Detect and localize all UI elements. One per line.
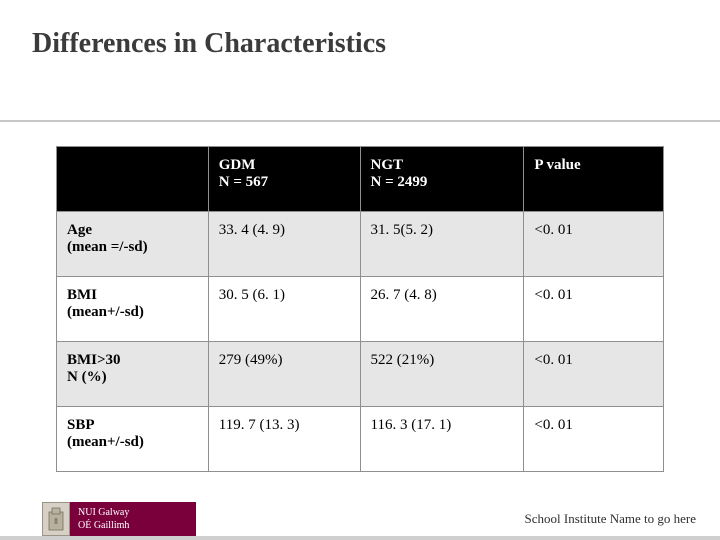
- footer-institute-text: School Institute Name to go here: [525, 511, 697, 527]
- header-ngt: NGT N = 2499: [360, 147, 524, 212]
- cell-gdm: 279 (49%): [208, 342, 360, 407]
- page-title: Differences in Characteristics: [32, 28, 386, 60]
- table-header-row: GDM N = 567 NGT N = 2499 P value: [57, 147, 664, 212]
- logo-line1: NUI Galway: [78, 506, 196, 519]
- header-gdm: GDM N = 567: [208, 147, 360, 212]
- cell-p: <0. 01: [524, 407, 664, 472]
- cell-ngt: 116. 3 (17. 1): [360, 407, 524, 472]
- characteristics-table: GDM N = 567 NGT N = 2499 P value Age: [56, 146, 664, 472]
- cell-gdm: 30. 5 (6. 1): [208, 277, 360, 342]
- header-ngt-l1: NGT: [371, 157, 404, 173]
- cell-gdm: 119. 7 (13. 3): [208, 407, 360, 472]
- row-label: SBP (mean+/-sd): [57, 407, 209, 472]
- logo-crest-icon: [42, 502, 70, 536]
- header-p-l1: P value: [534, 157, 580, 173]
- cell-ngt: 522 (21%): [360, 342, 524, 407]
- header-blank: [57, 147, 209, 212]
- title-rule: [0, 120, 720, 122]
- row-label: Age (mean =/-sd): [57, 212, 209, 277]
- header-gdm-l2: N = 567: [219, 174, 268, 190]
- logo-text: NUI Galway OÉ Gaillimh: [70, 502, 196, 536]
- table-row: Age (mean =/-sd) 33. 4 (4. 9) 31. 5(5. 2…: [57, 212, 664, 277]
- cell-p: <0. 01: [524, 342, 664, 407]
- nui-galway-logo: NUI Galway OÉ Gaillimh: [42, 502, 196, 536]
- cell-p: <0. 01: [524, 277, 664, 342]
- footer: NUI Galway OÉ Gaillimh School Institute …: [0, 498, 720, 540]
- cell-ngt: 31. 5(5. 2): [360, 212, 524, 277]
- header-gdm-l1: GDM: [219, 157, 256, 173]
- slide: Differences in Characteristics GDM N = 5…: [0, 0, 720, 540]
- header-ngt-l2: N = 2499: [371, 174, 428, 190]
- table: GDM N = 567 NGT N = 2499 P value Age: [56, 146, 664, 472]
- row-label: BMI>30 N (%): [57, 342, 209, 407]
- row-label: BMI (mean+/-sd): [57, 277, 209, 342]
- cell-p: <0. 01: [524, 212, 664, 277]
- table-row: BMI>30 N (%) 279 (49%) 522 (21%) <0. 01: [57, 342, 664, 407]
- table-row: SBP (mean+/-sd) 119. 7 (13. 3) 116. 3 (1…: [57, 407, 664, 472]
- table-row: BMI (mean+/-sd) 30. 5 (6. 1) 26. 7 (4. 8…: [57, 277, 664, 342]
- bottom-rule: [0, 536, 720, 540]
- cell-ngt: 26. 7 (4. 8): [360, 277, 524, 342]
- cell-gdm: 33. 4 (4. 9): [208, 212, 360, 277]
- header-pvalue: P value: [524, 147, 664, 212]
- logo-line2: OÉ Gaillimh: [78, 519, 196, 532]
